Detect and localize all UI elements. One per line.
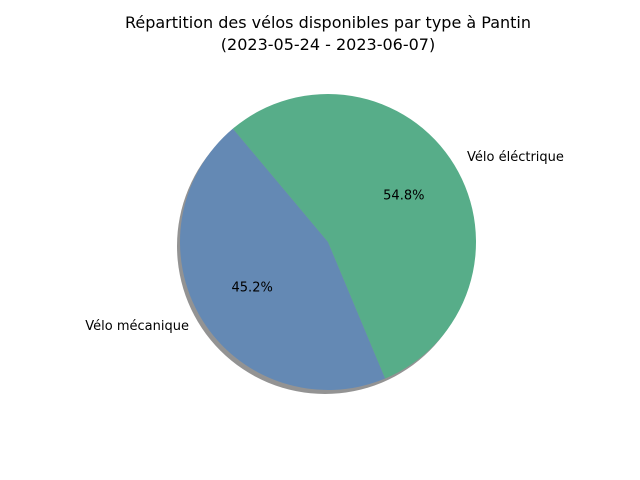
pie-slice-1 (180, 128, 386, 390)
chart-title-line2: (2023-05-24 - 2023-06-07) (221, 35, 435, 54)
slice-label-2: Vélo éléctrique (467, 150, 564, 165)
pie-labels: Vélo mécanique 45.2% Vélo éléctrique 54.8% (85, 150, 564, 334)
slice-pct-label-1: 45.2% (232, 281, 273, 296)
slice-pct-label-2: 54.8% (383, 188, 424, 203)
chart-title-line1: Répartition des vélos disponibles par ty… (125, 13, 531, 32)
pie-slice-2 (232, 93, 477, 379)
slice-label-1: Vélo mécanique (85, 319, 189, 334)
pie-slices (180, 93, 477, 390)
